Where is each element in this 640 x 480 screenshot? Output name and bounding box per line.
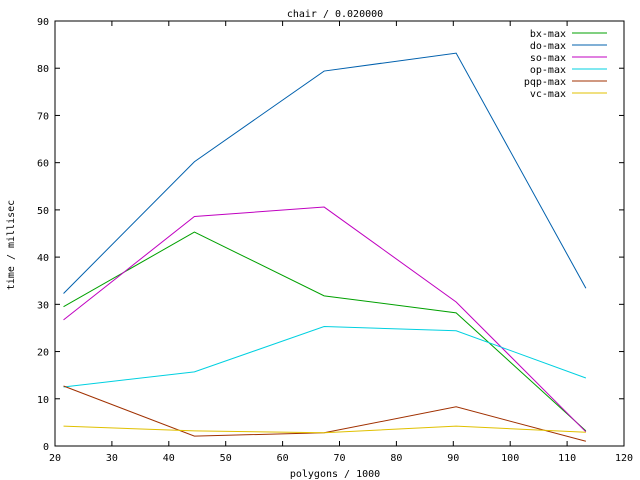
y-tick-label: 80 (37, 64, 49, 75)
x-axis-label: polygons / 1000 (290, 469, 380, 480)
series-lines (63, 52, 587, 442)
legend-label-do-max: do-max (530, 41, 566, 52)
series-line-op-max (63, 326, 587, 388)
legend-label-pqp-max: pqp-max (524, 77, 566, 88)
x-tick-label: 80 (390, 453, 402, 464)
series-line-do-max (63, 52, 587, 294)
x-tick-label: 40 (163, 453, 175, 464)
y-tick-label: 90 (37, 17, 49, 28)
x-tick-label: 120 (615, 453, 633, 464)
y-tick-label: 30 (37, 300, 49, 311)
x-tick-label: 50 (220, 453, 232, 464)
x-tick-label: 60 (277, 453, 289, 464)
x-tick-label: 110 (558, 453, 576, 464)
y-tick-label: 10 (37, 395, 49, 406)
x-tick-label: 100 (501, 453, 519, 464)
y-tick-label: 70 (37, 111, 49, 122)
y-axis-label: time / millisec (6, 200, 17, 290)
y-tick-label: 50 (37, 206, 49, 217)
chart-title: chair / 0.020000 (287, 9, 383, 20)
y-axis: 0 10 20 30 40 50 60 70 80 90 (37, 17, 624, 453)
legend-label-bx-max: bx-max (530, 29, 566, 40)
x-tick-label: 30 (106, 453, 118, 464)
x-tick-label: 90 (447, 453, 459, 464)
y-tick-label: 60 (37, 159, 49, 170)
series-line-vc-max (63, 425, 586, 434)
y-tick-label: 20 (37, 348, 49, 359)
legend-label-vc-max: vc-max (530, 89, 566, 100)
series-line-so-max (63, 206, 587, 433)
x-tick-label: 70 (333, 453, 345, 464)
y-tick-label: 40 (37, 253, 49, 264)
legend-label-op-max: op-max (530, 65, 566, 76)
x-tick-label: 20 (49, 453, 61, 464)
series-line-bx-max (63, 231, 587, 432)
x-axis: 20 30 40 50 60 70 80 90 100 110 120 (49, 21, 633, 464)
legend-label-so-max: so-max (530, 53, 566, 64)
y-tick-label: 0 (43, 442, 49, 453)
